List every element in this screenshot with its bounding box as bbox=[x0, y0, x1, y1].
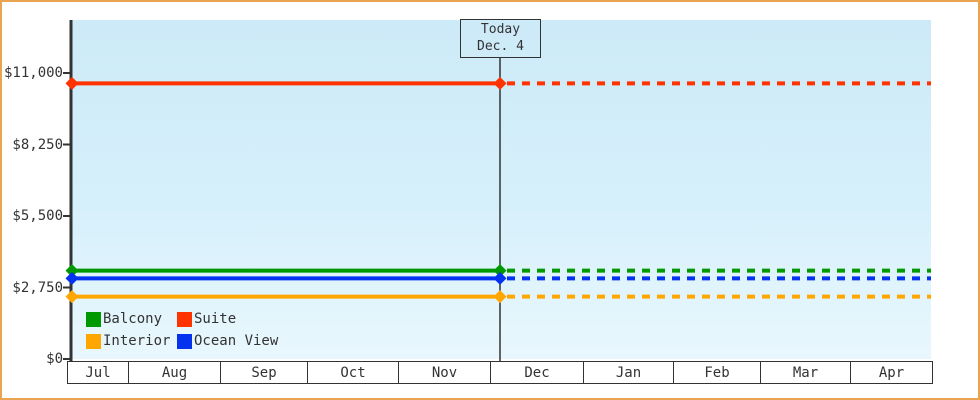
series-marker-interior-today bbox=[493, 290, 507, 304]
month-cell-sep: Sep bbox=[220, 361, 307, 384]
y-axis-tick-label: $0 bbox=[46, 351, 63, 367]
legend-swatch-icon bbox=[86, 333, 101, 349]
y-axis-tick-label: $11,000 bbox=[3, 65, 63, 81]
legend-item-suite: Suite bbox=[177, 311, 236, 327]
series-marker-balcony-today bbox=[493, 264, 507, 278]
series-marker-suite-start bbox=[65, 76, 79, 90]
legend-item-interior: Interior bbox=[86, 333, 177, 349]
legend-swatch-icon bbox=[86, 311, 101, 327]
month-cell-feb: Feb bbox=[673, 361, 760, 384]
chart-legend: Balcony Suite Interior Ocean View bbox=[86, 308, 278, 352]
legend-label: Suite bbox=[194, 311, 237, 327]
month-cell-jul: Jul bbox=[67, 361, 128, 384]
series-marker-ocean-view-start bbox=[65, 271, 79, 285]
legend-swatch-icon bbox=[177, 333, 192, 349]
legend-swatch-icon bbox=[177, 311, 192, 327]
month-cell-jan: Jan bbox=[583, 361, 673, 384]
month-cell-apr: Apr bbox=[850, 361, 933, 384]
legend-label: Ocean View bbox=[194, 333, 279, 349]
y-axis-tick-label: $8,250 bbox=[12, 136, 63, 153]
month-cell-oct: Oct bbox=[307, 361, 398, 384]
x-axis-month-band: Jul Aug Sep Oct Nov Dec Jan Feb Mar Apr bbox=[67, 361, 933, 384]
today-label: Today bbox=[480, 22, 521, 37]
y-axis-tick-label: $2,750 bbox=[12, 279, 63, 296]
month-cell-mar: Mar bbox=[760, 361, 850, 384]
plot-background bbox=[72, 20, 931, 359]
legend-item-ocean-view: Ocean View bbox=[177, 333, 278, 349]
legend-item-balcony: Balcony bbox=[86, 311, 177, 327]
month-cell-nov: Nov bbox=[398, 361, 490, 384]
series-marker-interior-start bbox=[65, 290, 79, 304]
y-axis-tick-label: $5,500 bbox=[12, 208, 63, 224]
month-cell-dec: Dec bbox=[490, 361, 583, 384]
today-date-label: Dec. 4 bbox=[477, 39, 524, 54]
series-marker-balcony-start bbox=[65, 264, 79, 278]
series-marker-ocean-view-today bbox=[493, 271, 507, 285]
today-annotation-box: Today Dec. 4 bbox=[460, 19, 541, 58]
legend-label: Interior bbox=[103, 333, 171, 349]
series-marker-suite-today bbox=[493, 76, 507, 90]
month-cell-aug: Aug bbox=[128, 361, 220, 384]
legend-label: Balcony bbox=[103, 311, 163, 327]
